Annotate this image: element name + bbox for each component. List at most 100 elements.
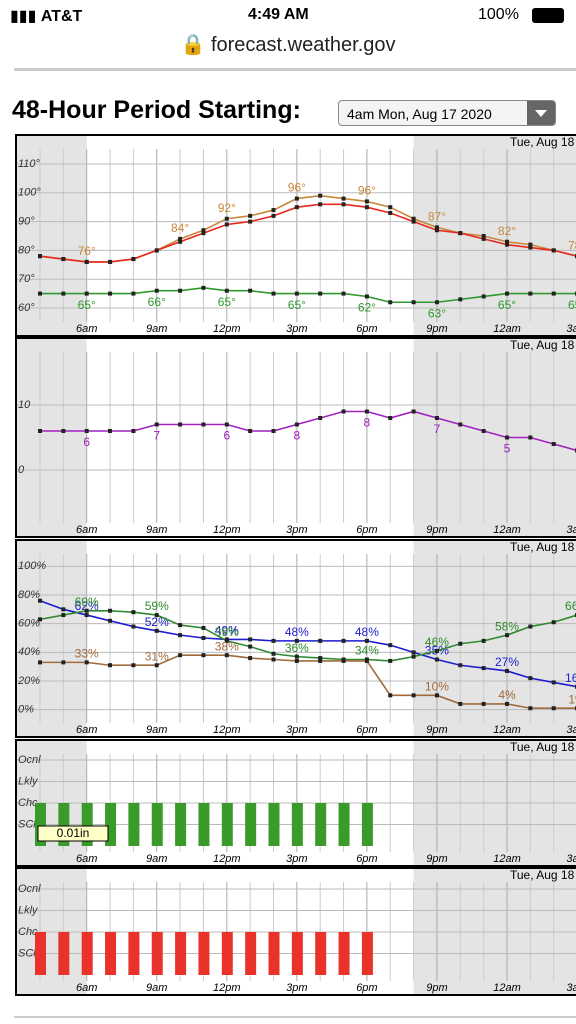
night-shade (16, 338, 87, 537)
data-point (154, 613, 159, 618)
data-point (201, 422, 206, 427)
x-tick-label: 12pm (213, 724, 241, 736)
data-point (224, 638, 229, 643)
bar (245, 803, 257, 846)
data-label: 65° (218, 295, 236, 309)
data-point (294, 291, 299, 296)
data-point (364, 199, 369, 204)
x-tick-label: 3pm (286, 982, 307, 994)
data-point (434, 300, 439, 305)
data-point (505, 242, 509, 247)
data-label: 5 (504, 442, 511, 456)
annotation-box (37, 825, 109, 842)
period-select[interactable]: 4am Mon, Aug 17 2020 (338, 100, 556, 126)
data-point (271, 291, 276, 296)
separator (14, 1016, 576, 1018)
data-point (61, 660, 66, 665)
data-label: 33% (75, 647, 99, 661)
x-tick-label: 6pm (356, 323, 377, 335)
bar (81, 803, 93, 846)
data-point (551, 291, 556, 296)
y-tick-label: 110° (18, 158, 41, 170)
bar (361, 932, 373, 975)
panel-frame (15, 739, 576, 867)
data-label: 82° (498, 224, 516, 238)
x-tick-label: 12am (493, 323, 521, 335)
bar (128, 803, 140, 846)
url-text: forecast.weather.gov (210, 34, 396, 56)
x-tick-label: 3pm (286, 853, 307, 865)
data-point (458, 297, 463, 302)
data-point (154, 248, 159, 253)
data-point (388, 210, 393, 215)
data-point (84, 660, 89, 665)
data-point (154, 288, 159, 293)
x-tick-label: 3am (566, 323, 576, 335)
data-point (271, 638, 276, 643)
panel-frame (15, 867, 576, 996)
x-tick-label: 3pm (286, 724, 307, 736)
data-point (248, 656, 253, 661)
night-shade (16, 540, 87, 737)
data-point (341, 202, 346, 207)
y-tick-label: 40% (18, 646, 40, 658)
data-label: 69% (75, 595, 99, 609)
data-point (248, 288, 253, 293)
data-point (131, 429, 136, 433)
data-point (108, 429, 113, 433)
carrier-text: AT&T (40, 8, 83, 25)
bar (245, 932, 257, 975)
bar (151, 803, 163, 846)
select-text: 4am Mon, Aug 17 2020 (347, 106, 492, 122)
data-point (528, 242, 533, 247)
data-point (178, 288, 183, 293)
data-point (481, 638, 486, 643)
data-point (178, 236, 183, 241)
x-tick-label: 3am (566, 724, 576, 736)
data-point (178, 239, 183, 244)
y-tick-label: Chc (18, 797, 38, 809)
data-point (84, 259, 89, 264)
bar (81, 932, 93, 975)
y-tick-label: 70° (18, 273, 35, 285)
bar (198, 803, 210, 846)
x-tick-label: 9am (146, 524, 167, 536)
data-point (528, 706, 533, 711)
x-tick-label: 3pm (286, 524, 307, 536)
data-label: 48% (285, 625, 309, 639)
data-point (411, 300, 416, 305)
bar (361, 803, 373, 846)
data-point (411, 693, 416, 698)
bar (58, 803, 70, 846)
x-tick-label: 12am (493, 724, 521, 736)
data-point (388, 658, 393, 663)
data-point (38, 254, 42, 259)
x-tick-label: 3am (566, 853, 576, 865)
data-point (201, 625, 206, 630)
url-bar[interactable]: 🔒 forecast.weather.gov (180, 34, 396, 56)
data-point (458, 701, 463, 706)
data-label: 58% (495, 619, 519, 633)
data-point (201, 285, 206, 290)
data-label: 87° (428, 210, 446, 224)
select-arrow (527, 101, 555, 125)
x-tick-label: 12am (493, 853, 521, 865)
data-label: 8 (294, 429, 301, 443)
data-label: 78° (568, 238, 576, 252)
x-tick-label: 9pm (426, 323, 447, 335)
data-point (201, 231, 206, 236)
data-point (294, 196, 299, 201)
data-point (458, 663, 463, 668)
data-label: 59% (145, 599, 169, 613)
data-point (505, 701, 509, 706)
data-point (481, 666, 486, 671)
data-point (318, 291, 323, 296)
x-tick-label: 12am (493, 524, 521, 536)
data-point (154, 628, 159, 633)
data-point (178, 653, 183, 658)
data-label: 62% (75, 599, 99, 613)
y-tick-label: 100° (18, 187, 41, 199)
data-point (505, 291, 509, 296)
